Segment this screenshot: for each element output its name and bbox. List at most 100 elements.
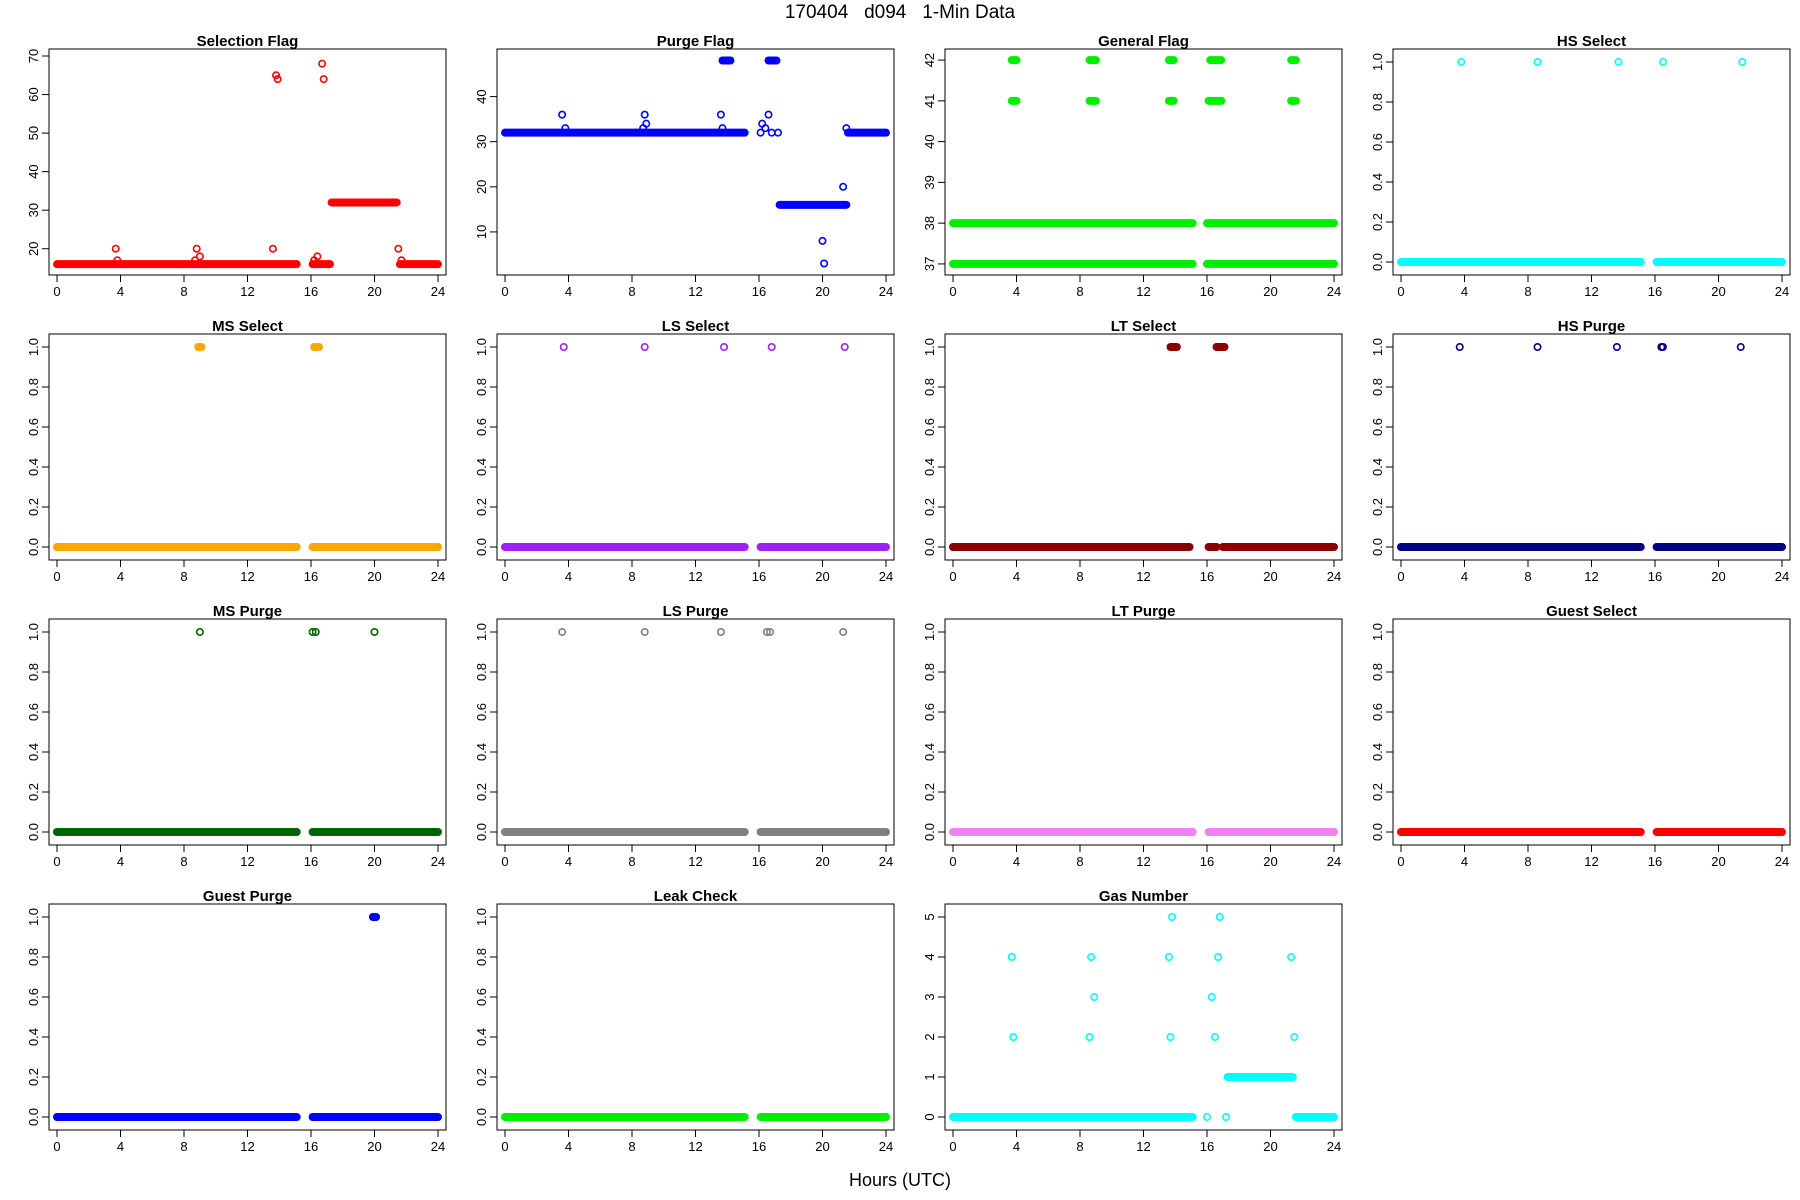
data-point <box>640 627 649 636</box>
x-tick-label: 0 <box>501 284 508 299</box>
data-point <box>1222 1113 1231 1122</box>
x-tick-label: 16 <box>1648 284 1662 299</box>
y-tick-label: 40 <box>474 89 489 103</box>
x-tick-label: 20 <box>367 854 381 869</box>
data-point <box>1009 1033 1018 1042</box>
y-tick-label: 0.8 <box>26 663 41 681</box>
y-tick-label: 40 <box>26 164 41 178</box>
panel-ls-purge: LS Purge 0 4 8 12 16 20 24 0.0 0.2 0.4 0.6 0.8 1.0 <box>474 603 895 869</box>
data-point <box>1215 912 1224 921</box>
y-tick-label: 0.2 <box>922 498 937 516</box>
y-tick-label: 0.2 <box>474 783 489 801</box>
data-point <box>716 110 725 119</box>
y-tick-label: 0.8 <box>922 378 937 396</box>
x-tick-label: 4 <box>565 854 572 869</box>
x-tick-label: 24 <box>1775 284 1789 299</box>
x-tick-label: 12 <box>688 854 702 869</box>
y-tick-label: 1.0 <box>474 338 489 356</box>
plot-frame <box>48 48 447 276</box>
data-point <box>1533 57 1542 66</box>
panel-title: General Flag <box>1098 33 1189 50</box>
data-point <box>272 71 281 80</box>
y-tick-label: 0.0 <box>26 538 41 556</box>
data-point <box>308 627 317 636</box>
data-point <box>767 128 776 137</box>
panel-leak-check: Leak Check 0 4 8 12 16 20 24 0.0 0.2 0.4 0.6 0.8 1.0 <box>474 888 895 1154</box>
x-tick-label: 12 <box>1584 854 1598 869</box>
x-tick-label: 4 <box>565 284 572 299</box>
x-tick-label: 16 <box>1648 569 1662 584</box>
x-tick-label: 0 <box>53 1139 60 1154</box>
data-point <box>319 75 328 84</box>
x-tick-label: 16 <box>304 854 318 869</box>
x-tick-label: 20 <box>1263 1139 1277 1154</box>
x-tick-label: 16 <box>752 854 766 869</box>
x-tick-label: 20 <box>1711 854 1725 869</box>
data-point <box>1287 952 1296 961</box>
x-tick-label: 20 <box>1263 284 1277 299</box>
data-point <box>268 244 277 253</box>
y-tick-label: 0.8 <box>1370 378 1385 396</box>
y-tick-label: 0.4 <box>26 458 41 476</box>
x-tick-label: 12 <box>688 1139 702 1154</box>
data-point <box>1533 342 1542 351</box>
x-tick-label: 24 <box>879 284 893 299</box>
x-tick-label: 16 <box>1648 854 1662 869</box>
x-tick-label: 12 <box>240 284 254 299</box>
y-tick-label: 20 <box>474 180 489 194</box>
y-tick-label: 1.0 <box>474 623 489 641</box>
x-tick-label: 24 <box>1327 569 1341 584</box>
x-tick-label: 4 <box>117 1139 124 1154</box>
data-point <box>761 124 770 133</box>
data-point <box>1203 1113 1212 1122</box>
plot-frame <box>48 903 447 1131</box>
x-tick-label: 12 <box>1136 569 1150 584</box>
x-tick-label: 8 <box>1524 854 1531 869</box>
y-tick-label: 1.0 <box>922 623 937 641</box>
x-tick-label: 20 <box>1263 569 1277 584</box>
y-tick-label: 0.4 <box>474 458 489 476</box>
y-tick-label: 0.0 <box>1370 253 1385 271</box>
y-tick-label: 0.2 <box>26 1068 41 1086</box>
x-tick-label: 16 <box>752 569 766 584</box>
y-tick-label: 0.0 <box>1370 538 1385 556</box>
x-tick-label: 16 <box>1200 284 1214 299</box>
y-tick-label: 0.8 <box>474 948 489 966</box>
y-tick-label: 0 <box>922 1113 937 1120</box>
x-tick-label: 20 <box>815 854 829 869</box>
panel-title: LT Purge <box>1112 603 1176 620</box>
x-tick-label: 24 <box>1327 1139 1341 1154</box>
x-tick-label: 4 <box>1013 569 1020 584</box>
x-tick-label: 4 <box>1461 284 1468 299</box>
x-tick-label: 12 <box>1584 569 1598 584</box>
data-point <box>839 182 848 191</box>
data-point <box>774 128 783 137</box>
x-tick-label: 8 <box>628 1139 635 1154</box>
y-tick-label: 0.4 <box>1370 743 1385 761</box>
panel-general-flag: General Flag 0 4 8 12 16 20 24 37 38 39 40 41 42 <box>922 33 1343 299</box>
x-tick-label: 24 <box>431 854 445 869</box>
x-tick-label: 12 <box>240 854 254 869</box>
y-tick-label: 0.0 <box>26 1108 41 1126</box>
data-point <box>113 256 122 265</box>
x-tick-label: 8 <box>628 569 635 584</box>
y-tick-label: 0.0 <box>922 538 937 556</box>
data-point <box>318 59 327 68</box>
x-axis-label: Hours (UTC) <box>849 1170 951 1190</box>
y-tick-label: 0.0 <box>922 823 937 841</box>
y-tick-label: 10 <box>474 225 489 239</box>
x-tick-label: 8 <box>628 284 635 299</box>
x-tick-label: 8 <box>1076 854 1083 869</box>
x-tick-label: 24 <box>1327 854 1341 869</box>
y-tick-label: 1 <box>922 1073 937 1080</box>
data-point <box>839 627 848 636</box>
y-tick-label: 50 <box>26 126 41 140</box>
data-point <box>1166 1033 1175 1042</box>
x-tick-label: 4 <box>117 854 124 869</box>
y-tick-label: 4 <box>922 953 937 960</box>
panel-title: Selection Flag <box>197 33 299 50</box>
x-tick-label: 8 <box>1076 1139 1083 1154</box>
y-tick-label: 0.6 <box>1370 133 1385 151</box>
x-tick-label: 0 <box>501 569 508 584</box>
data-point <box>762 627 771 636</box>
